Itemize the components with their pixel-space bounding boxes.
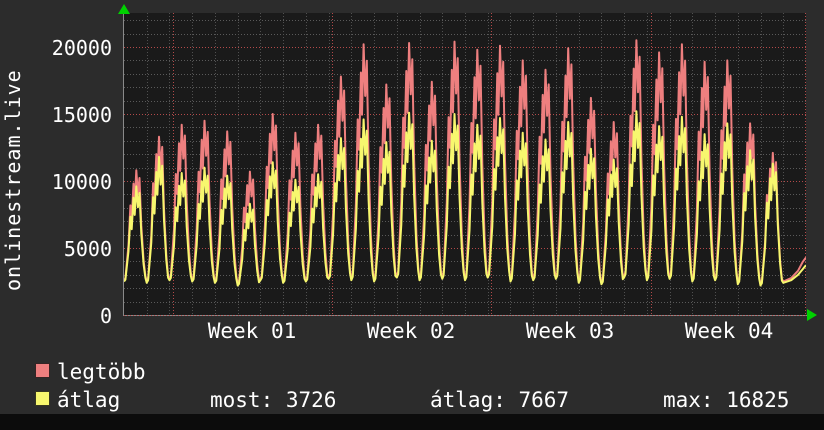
stat-atlag: átlag: 7667 (430, 388, 570, 412)
legend-swatch-avg (35, 391, 50, 406)
legend-label-max: legtöbb (57, 360, 146, 384)
stat-most: most: 3726 (210, 388, 337, 412)
x-axis-tick: Week 03 (525, 319, 615, 343)
stat-max: max: 16825 (663, 388, 790, 412)
y-axis-tick: 15000 (51, 103, 112, 127)
y-axis-tick: 10000 (51, 170, 112, 194)
legend-swatch-max (35, 363, 50, 378)
zero-gridline (124, 315, 806, 316)
legend-label-avg: átlag (57, 388, 121, 412)
plot-area (124, 13, 806, 315)
y-axis-tick: 0 (99, 304, 112, 328)
x-axis-tick: Week 01 (207, 319, 297, 343)
x-axis-tick: Week 04 (684, 319, 774, 343)
x-axis-arrow-icon (807, 309, 817, 321)
y-axis-arrow-icon (118, 4, 130, 14)
graph-canvas: onlinestream.live 20000 15000 10000 5000… (0, 0, 824, 414)
y-axis-line (123, 12, 124, 316)
x-axis-tick: Week 02 (366, 319, 456, 343)
y-axis-tick: 5000 (63, 237, 112, 261)
y-axis-tick: 20000 (51, 36, 112, 60)
